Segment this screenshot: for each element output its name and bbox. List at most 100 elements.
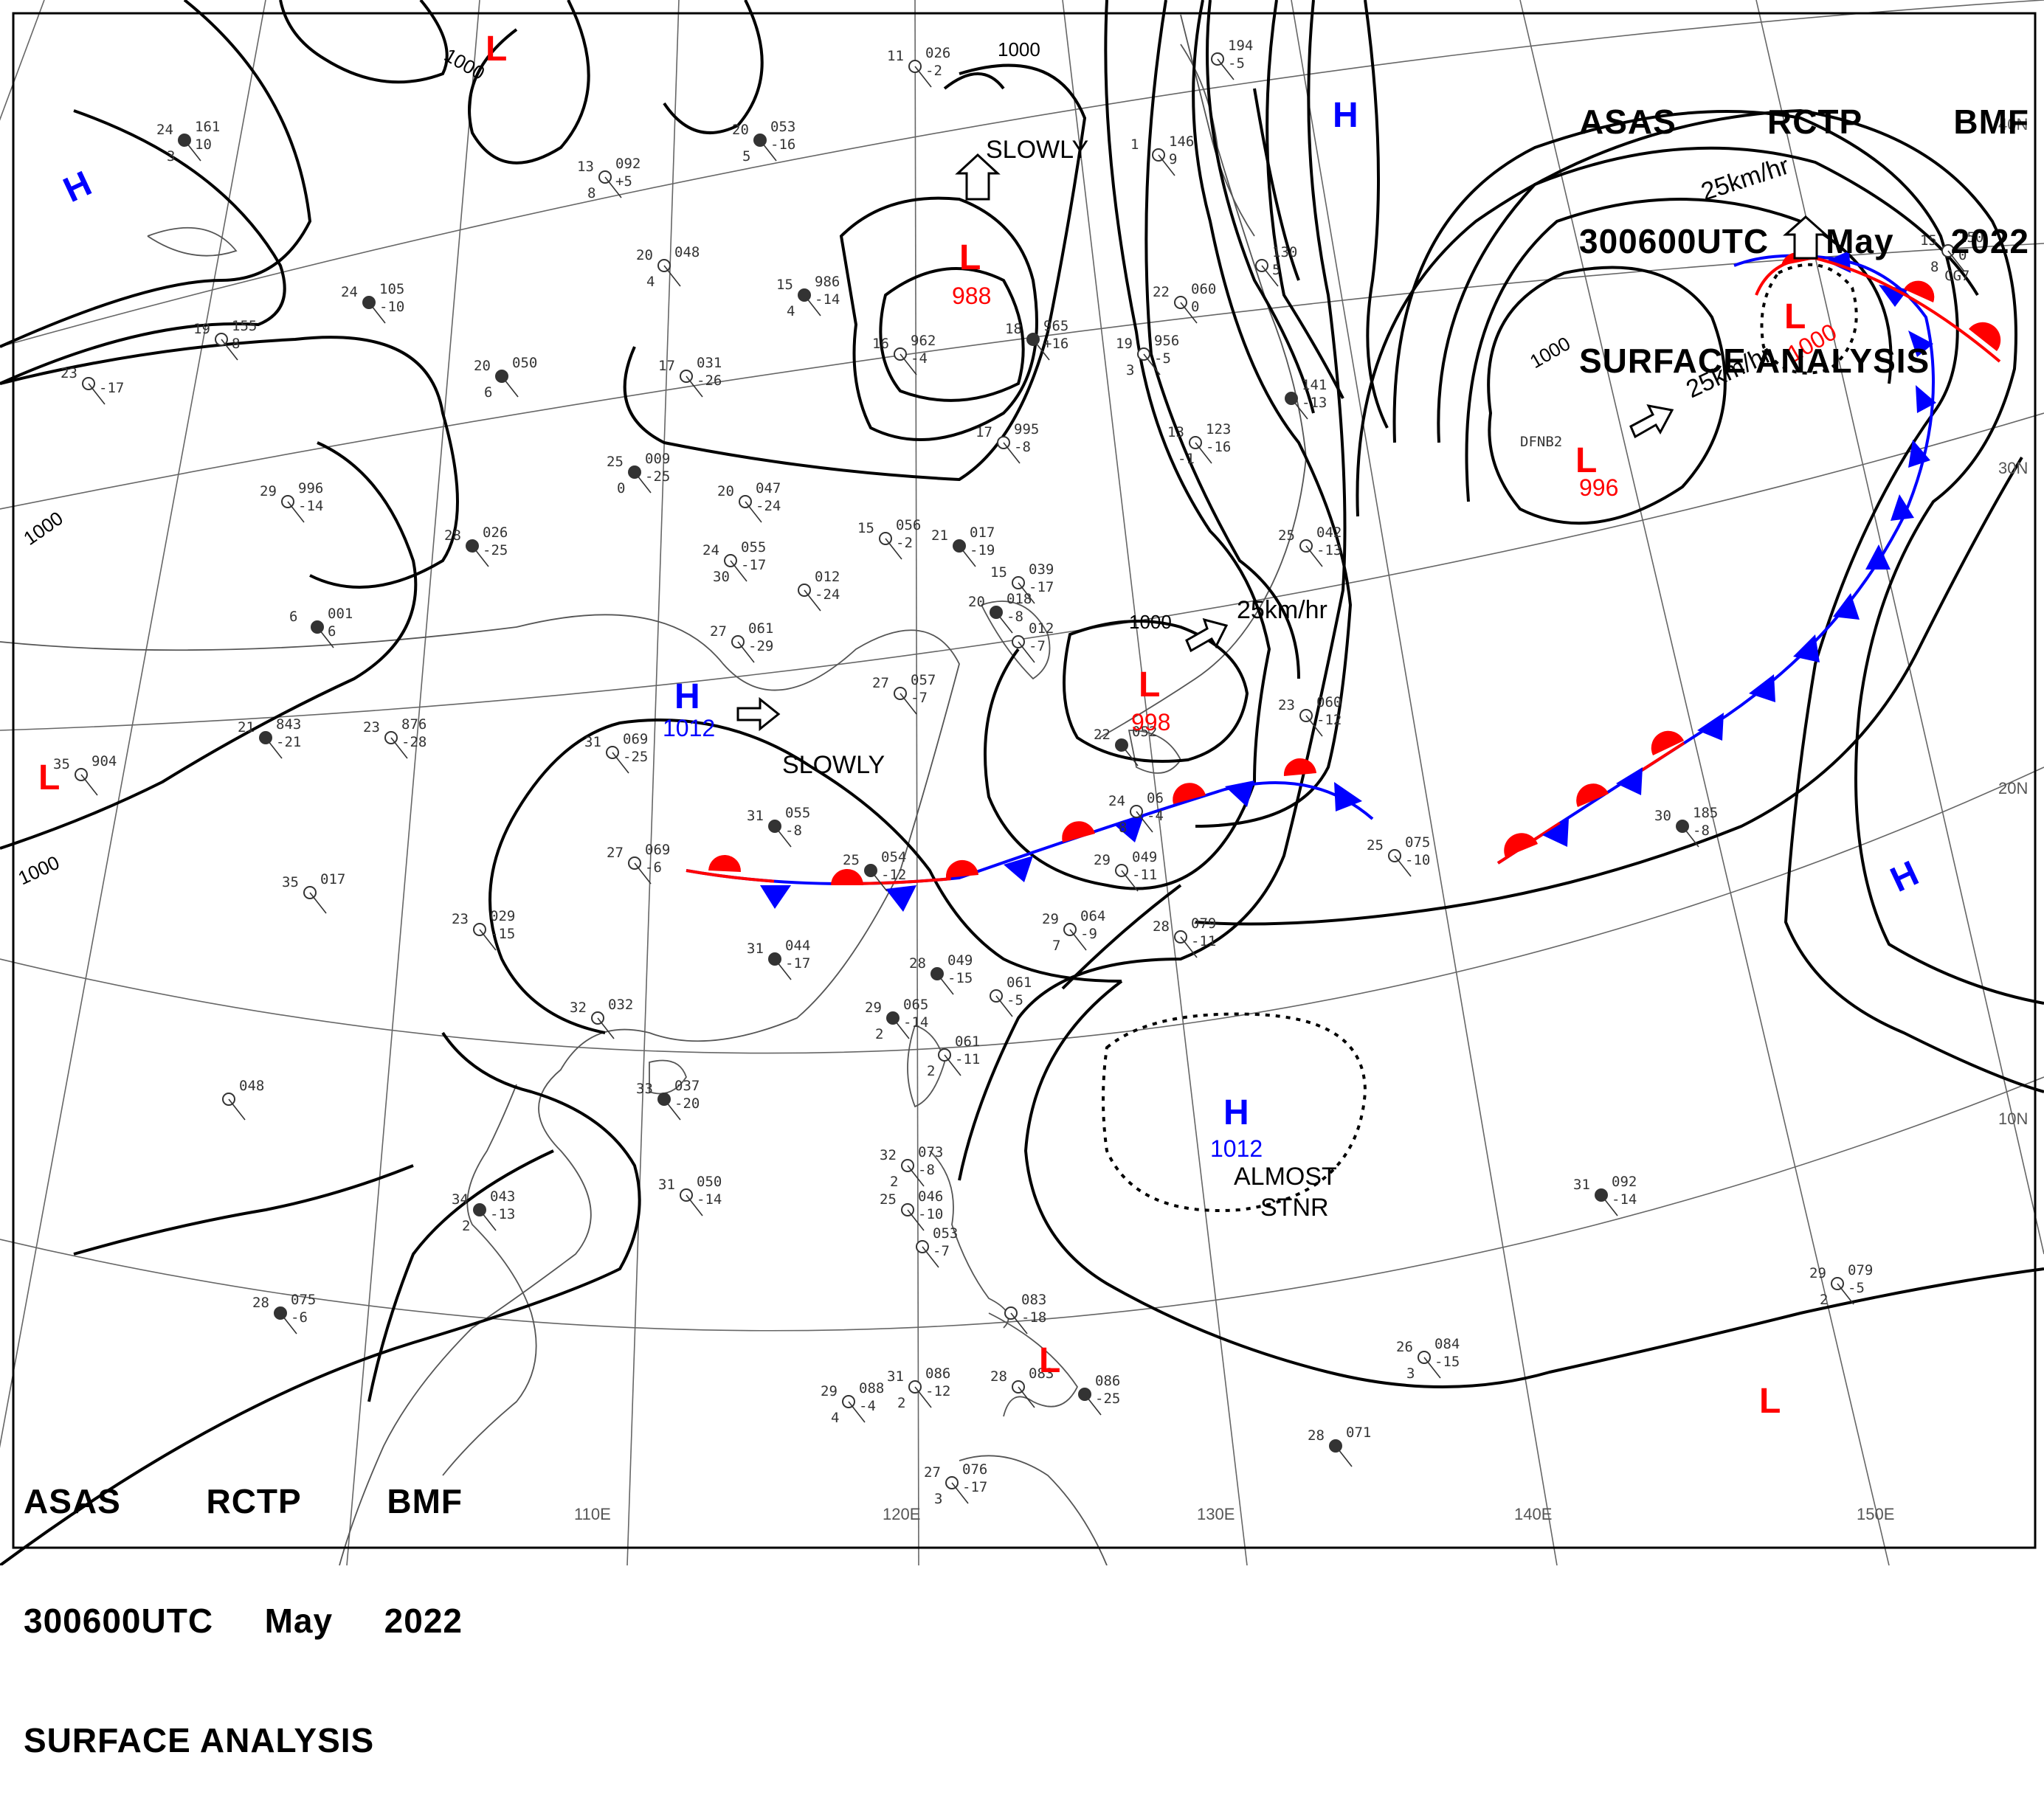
warm-front-symbol bbox=[1576, 783, 1609, 807]
station-value: 075 bbox=[1405, 834, 1430, 851]
station-value: 33 bbox=[636, 1081, 653, 1097]
station-value: 31 bbox=[1573, 1177, 1590, 1193]
station-value: -17 bbox=[1029, 579, 1054, 595]
station-value: 092 bbox=[615, 156, 641, 172]
meridian-line bbox=[0, 0, 266, 1449]
station-plot: 13 092+5 8 bbox=[577, 156, 641, 201]
station-value: 046 bbox=[918, 1188, 943, 1205]
isobar bbox=[1465, 198, 1893, 502]
station-value: -25 bbox=[483, 542, 508, 558]
header-code: BMF bbox=[387, 1482, 463, 1520]
station-plot: 29 088 -4 4 bbox=[821, 1380, 884, 1426]
station-plot: 25 042-13 bbox=[1278, 525, 1342, 567]
station-value: -25 bbox=[623, 749, 648, 765]
wind-barb-icon bbox=[745, 501, 762, 523]
wind-barb-icon bbox=[951, 1482, 969, 1504]
station-value: 986 bbox=[815, 274, 840, 290]
isobar bbox=[0, 336, 459, 589]
station-value: 054 bbox=[881, 849, 906, 865]
station-plot: 083-18 bbox=[1004, 1292, 1046, 1335]
map-frame bbox=[12, 12, 2037, 1549]
station-value: 037 bbox=[674, 1078, 700, 1094]
isobar bbox=[488, 719, 1122, 1034]
station-value: 24 bbox=[702, 542, 719, 558]
isobar bbox=[0, 1031, 641, 1565]
station-value: 27 bbox=[710, 623, 727, 640]
station-plot: 141-13 bbox=[1285, 377, 1327, 420]
warm-front-symbol bbox=[831, 869, 863, 885]
wind-barb-icon bbox=[885, 538, 902, 560]
wind-barb-icon bbox=[634, 862, 652, 885]
longitude-label: 150E bbox=[1857, 1505, 1894, 1523]
wind-barb-icon bbox=[1143, 353, 1161, 375]
station-value: 31 bbox=[747, 808, 764, 824]
low-pressure-value: 998 bbox=[1131, 709, 1170, 735]
wind-barb-icon bbox=[959, 545, 976, 567]
warm-front bbox=[1755, 256, 2001, 363]
station-value: 17 bbox=[658, 358, 675, 374]
station-value: 130 bbox=[1272, 244, 1297, 260]
wind-barb-icon bbox=[1069, 929, 1087, 951]
movement-note: SLOWLY bbox=[782, 751, 885, 779]
movement-note: STNR bbox=[1260, 1194, 1329, 1222]
station-value: 8 bbox=[1119, 820, 1127, 836]
wind-barb-icon bbox=[1018, 641, 1035, 663]
header-year: 2022 bbox=[384, 1602, 463, 1640]
wind-barb-icon bbox=[1084, 1394, 1102, 1416]
station-value: 088 bbox=[859, 1380, 884, 1396]
station-value: 31 bbox=[887, 1368, 904, 1385]
station-value: 23 bbox=[363, 719, 380, 735]
isobar-dashed bbox=[1760, 263, 1858, 375]
station-value: 29 bbox=[865, 1000, 882, 1016]
station-plot: 22 060 0 bbox=[1153, 281, 1216, 324]
high-pressure-value: 1012 bbox=[663, 715, 715, 741]
station-value: -7 bbox=[933, 1243, 950, 1259]
graticule-labels: 110E 120E 130E 140E 150E 40N 30N 20N 10N bbox=[574, 115, 2028, 1523]
isobar bbox=[839, 196, 1038, 441]
warm-front-symbol bbox=[1062, 821, 1095, 842]
meridian-line bbox=[626, 0, 680, 1565]
station-value: -17 bbox=[741, 557, 766, 573]
station-value: -2 bbox=[925, 63, 942, 79]
wind-barb-icon bbox=[612, 752, 629, 774]
coastline-taiwan bbox=[907, 1025, 945, 1108]
cold-front-symbol bbox=[1916, 385, 1936, 413]
station-value: 001 bbox=[328, 606, 353, 622]
station-value: 050 bbox=[512, 355, 537, 371]
coastline-hainan bbox=[649, 1059, 687, 1095]
isobar bbox=[1356, 108, 2044, 1005]
wind-barb-icon bbox=[663, 1098, 681, 1121]
wind-barb-icon bbox=[995, 995, 1013, 1017]
isobars bbox=[0, 0, 2044, 1565]
cold-front-symbol bbox=[760, 885, 791, 909]
warm-front-symbol bbox=[1283, 758, 1316, 776]
station-value: 27 bbox=[607, 845, 624, 861]
header-line: 300600UTC May 2022 bbox=[24, 1601, 463, 1641]
station-value: 017 bbox=[320, 871, 345, 887]
station-value: 13 bbox=[577, 159, 594, 175]
cold-front-symbol bbox=[1793, 634, 1820, 662]
station-value: 055 bbox=[741, 539, 766, 555]
station-value: -18 bbox=[1021, 1309, 1046, 1326]
wind-barb-icon bbox=[280, 1312, 297, 1335]
station-plot: 25 054 -12 bbox=[843, 849, 906, 892]
station-value: 21 bbox=[931, 527, 948, 544]
station-value: -6 bbox=[645, 859, 662, 876]
station-value: 22 bbox=[1153, 284, 1170, 300]
meridian-line bbox=[1519, 0, 1890, 1565]
wind-barb-icon bbox=[1291, 398, 1308, 420]
station-value: 20 bbox=[636, 247, 653, 263]
station-value: -12 bbox=[925, 1383, 950, 1399]
station-value: 31 bbox=[747, 941, 764, 957]
wind-barb-icon bbox=[1158, 154, 1175, 176]
station-value: 075 bbox=[291, 1292, 316, 1308]
station-value: -12 bbox=[1316, 712, 1342, 728]
station-value: 079 bbox=[1191, 915, 1216, 932]
wind-barb-icon bbox=[914, 1386, 932, 1408]
coastline-luzon bbox=[929, 1150, 1009, 1329]
isobar bbox=[663, 0, 764, 134]
station-plot: 29 996 -14 bbox=[260, 480, 323, 523]
